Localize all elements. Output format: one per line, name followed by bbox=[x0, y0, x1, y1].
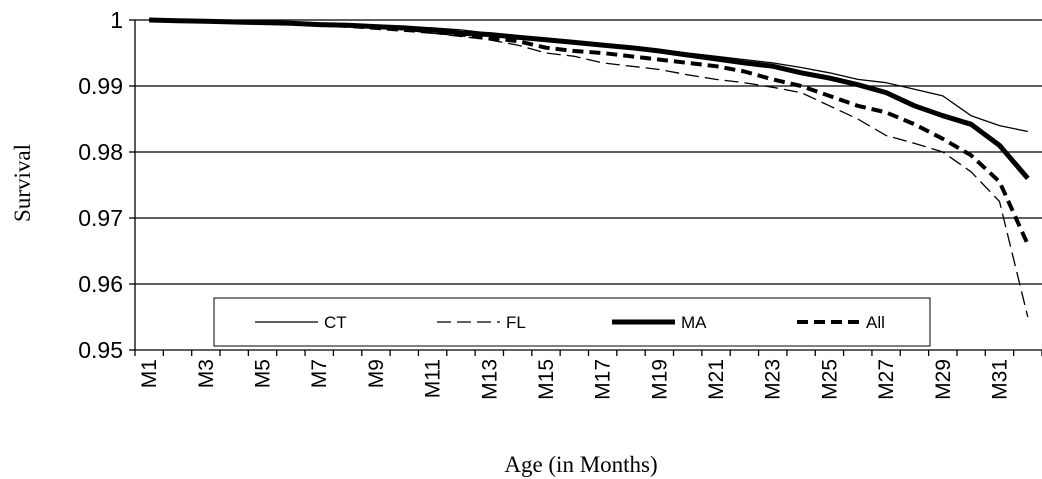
legend-box bbox=[213, 297, 931, 347]
series-lines bbox=[149, 17, 1030, 318]
y-tick-label: 1 bbox=[110, 7, 123, 33]
x-tick-label: M1 bbox=[138, 359, 161, 388]
y-tick-label: 0.99 bbox=[78, 73, 123, 99]
legend-label-ct: CT bbox=[324, 313, 347, 332]
legend-label-ma: MA bbox=[681, 313, 707, 332]
axes bbox=[129, 19, 1042, 356]
x-tick-label: M23 bbox=[762, 359, 785, 400]
x-tick-label: M15 bbox=[535, 359, 558, 400]
x-tick-label: M27 bbox=[875, 359, 898, 400]
y-axis-title: Survival bbox=[10, 144, 35, 222]
x-tick-label: M31 bbox=[988, 359, 1011, 400]
x-tick-label: M9 bbox=[365, 359, 388, 388]
x-tick-label: M3 bbox=[195, 359, 218, 388]
x-tick-label: M19 bbox=[648, 359, 671, 400]
legend-label-fl: FL bbox=[506, 313, 526, 332]
gridlines bbox=[135, 19, 1042, 285]
y-tick-label: 0.97 bbox=[78, 205, 123, 231]
legend: CT FL MA All bbox=[213, 297, 931, 347]
x-tick-label: M5 bbox=[252, 359, 275, 388]
x-tick-label: M17 bbox=[592, 359, 615, 400]
x-tick-label: M13 bbox=[478, 359, 501, 400]
y-tick-label: 0.98 bbox=[78, 139, 123, 165]
x-tick-label: M21 bbox=[705, 359, 728, 400]
y-tick-label: 0.95 bbox=[78, 337, 123, 363]
legend-label-all: All bbox=[866, 313, 885, 332]
x-tick-label: M11 bbox=[422, 359, 445, 398]
y-tick-label: 0.96 bbox=[78, 271, 123, 297]
x-tick-label: M25 bbox=[818, 359, 841, 400]
x-tick-label: M29 bbox=[932, 359, 955, 400]
legend-items: CT FL MA All bbox=[255, 313, 885, 332]
x-tick-labels: M1 M3 M5 M7 M9 M11 M13 M15 M17 M19 M21 M23 M25 M27 M29… bbox=[138, 359, 1011, 400]
x-tick-label: M7 bbox=[308, 359, 331, 388]
series-line-ma bbox=[149, 17, 1030, 181]
y-tick-labels: 0.95 0.96 0.97 0.98 0.99 1 bbox=[78, 7, 123, 363]
series-line-fl bbox=[149, 19, 1029, 318]
x-axis-title: Age (in Months) bbox=[504, 452, 657, 477]
series-line-all bbox=[149, 18, 1030, 246]
